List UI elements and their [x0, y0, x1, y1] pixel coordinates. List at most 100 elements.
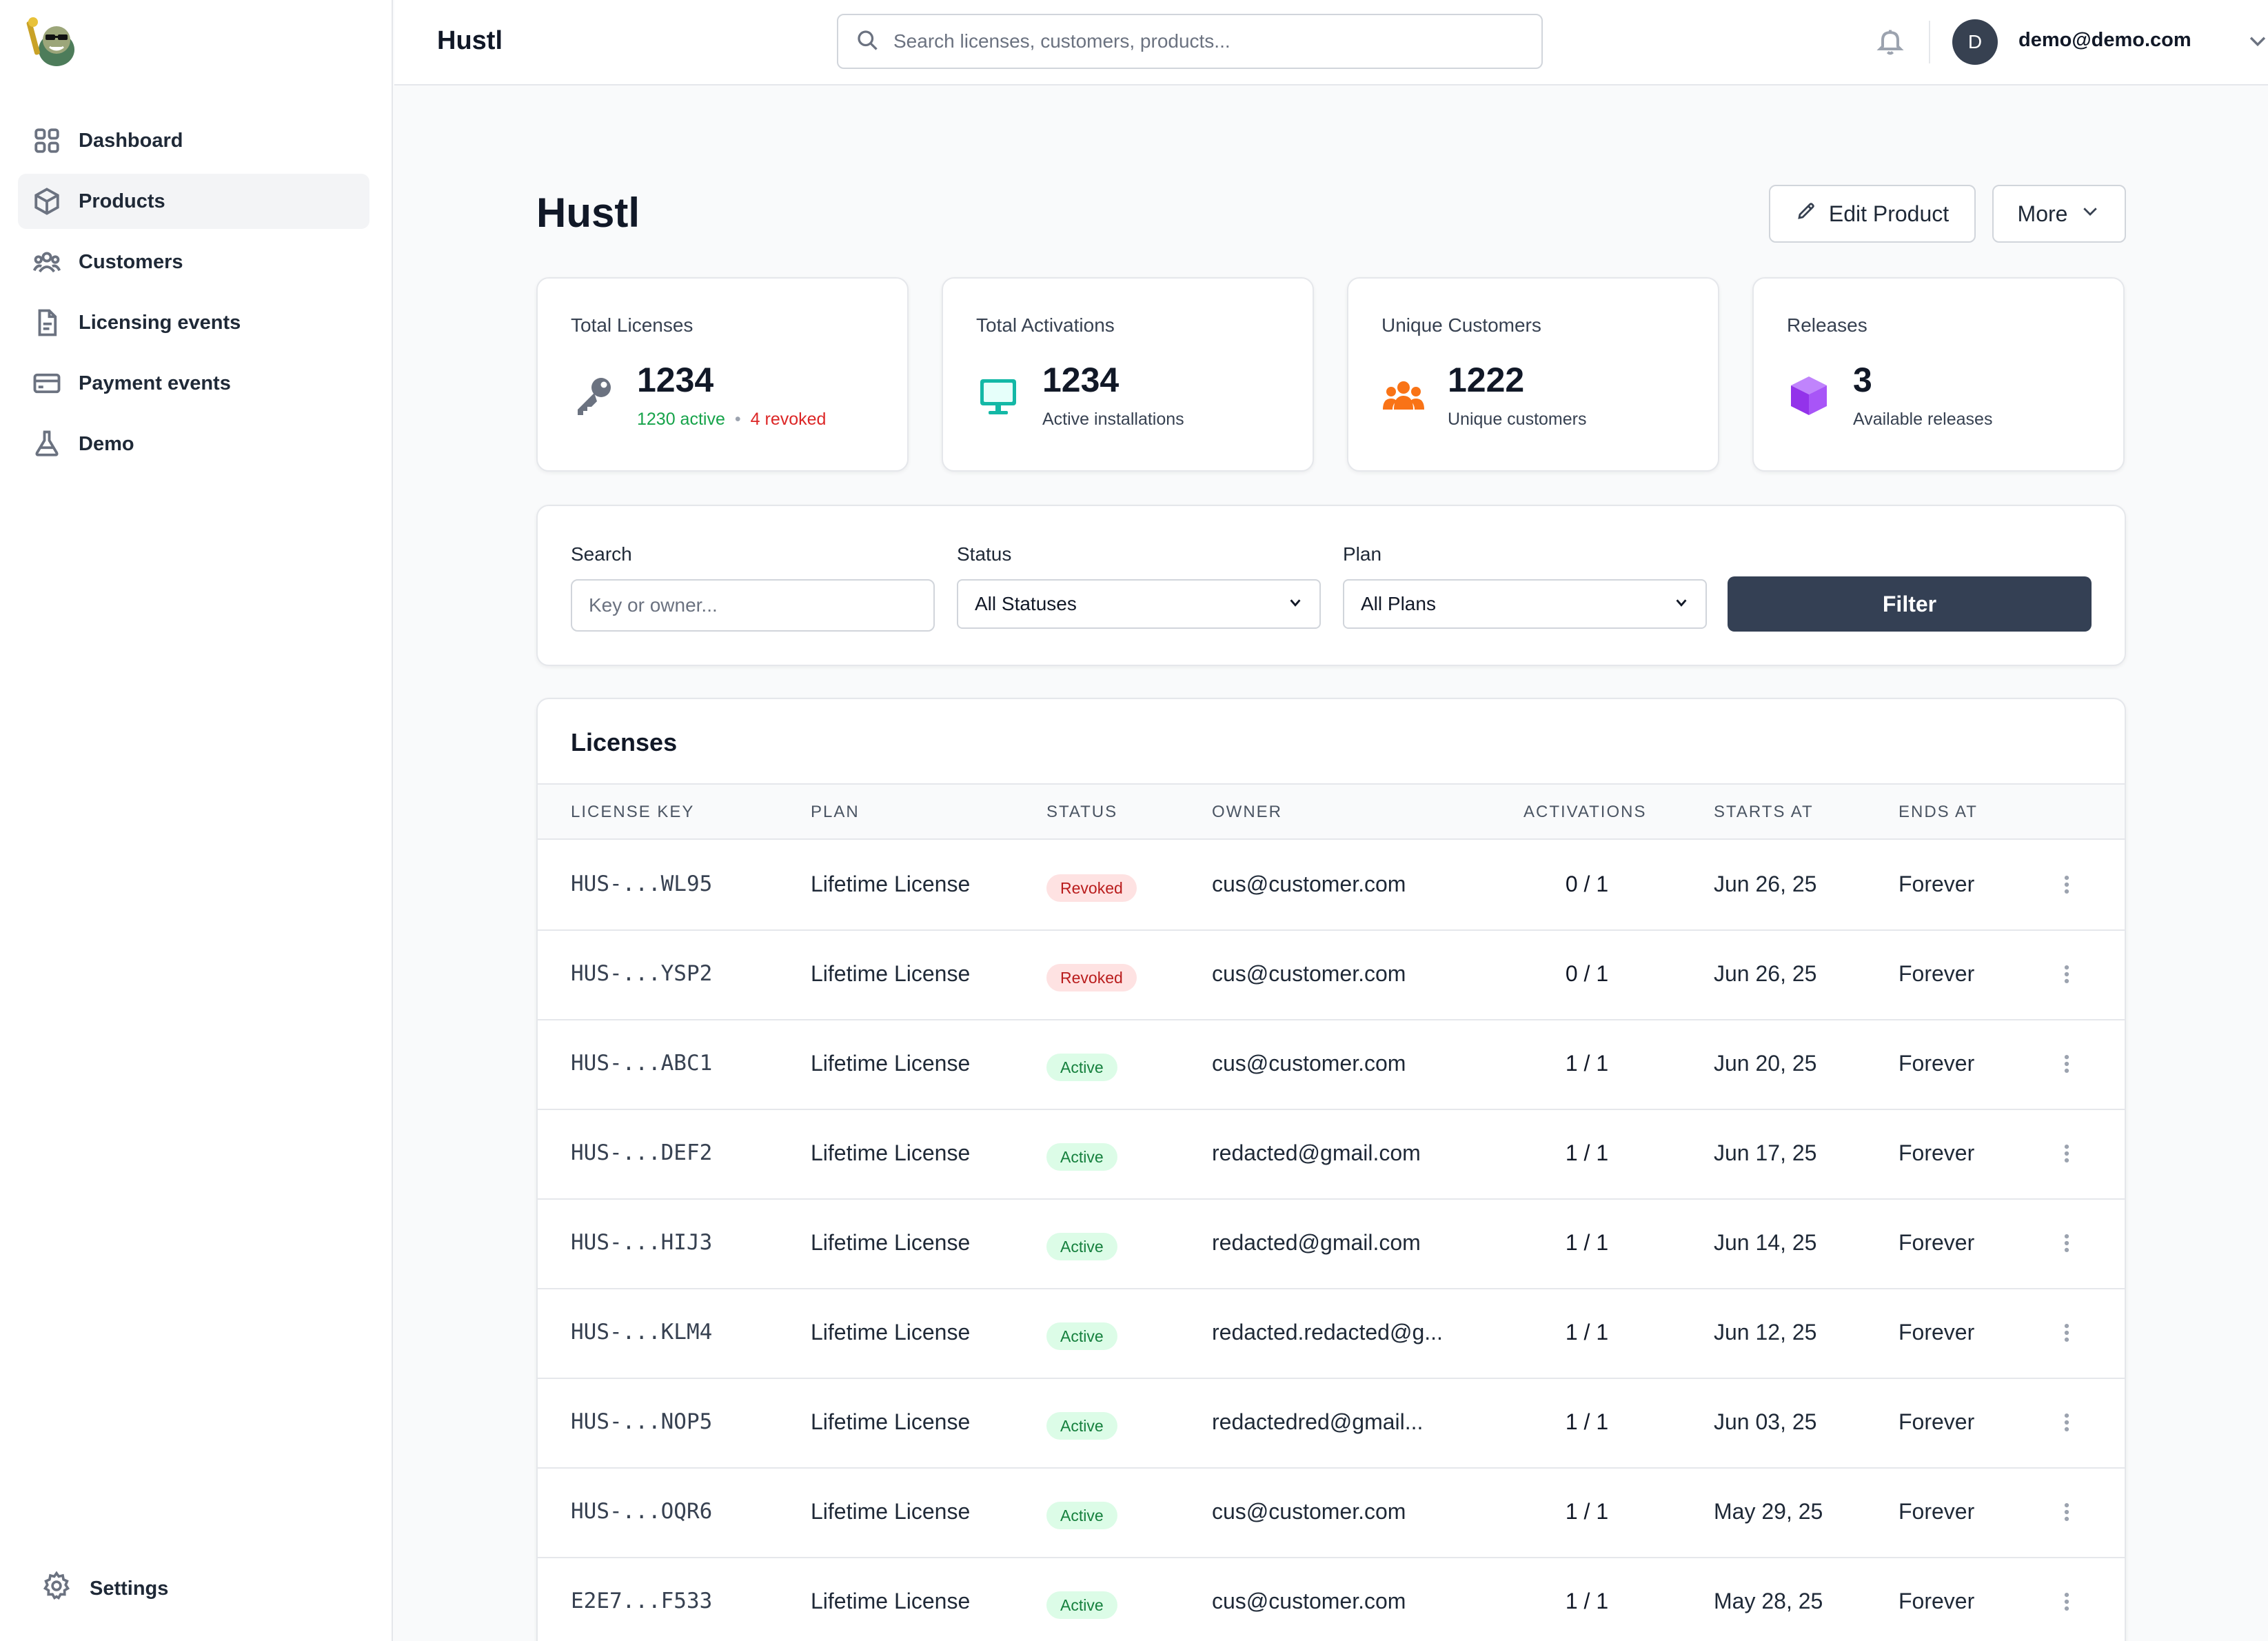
box-icon — [1787, 374, 1831, 418]
revoked-count: 4 revoked — [750, 410, 827, 429]
owner-email[interactable]: cus@customer.com — [1212, 1051, 1406, 1076]
activations-count: 1 / 1 — [1565, 1140, 1609, 1165]
starts-at: Jun 03, 25 — [1714, 1409, 1817, 1434]
credit-card-icon — [32, 368, 62, 399]
row-actions-icon[interactable] — [2060, 873, 2076, 898]
owner-email[interactable]: cus@customer.com — [1212, 961, 1406, 986]
license-key[interactable]: HUS-...WL95 — [571, 872, 713, 896]
activations-count: 1 / 1 — [1565, 1051, 1609, 1076]
stat-label: Unique Customers — [1381, 314, 1541, 336]
row-actions-icon[interactable] — [2060, 1411, 2076, 1436]
chevron-down-icon[interactable] — [2246, 29, 2268, 54]
sidebar-item-settings[interactable]: Settings — [41, 1571, 168, 1607]
sidebar-item-products[interactable]: Products — [18, 174, 369, 229]
license-key[interactable]: E2E7...F533 — [571, 1589, 713, 1613]
logo-mascot[interactable] — [26, 17, 81, 69]
column-header-license-key[interactable]: LICENSE KEY — [571, 803, 695, 821]
plan-name: Lifetime License — [811, 1499, 971, 1524]
ends-at: Forever — [1899, 961, 1975, 986]
filter-button[interactable]: Filter — [1728, 576, 2092, 632]
sidebar-item-customers[interactable]: Customers — [18, 234, 369, 290]
license-key[interactable]: HUS-...ABC1 — [571, 1051, 713, 1076]
column-header-starts-at[interactable]: STARTS AT — [1714, 803, 1814, 821]
plan-name: Lifetime License — [811, 1589, 971, 1613]
table-row[interactable]: HUS-...KLM4 Lifetime License Active redacte… — [538, 1289, 2125, 1379]
plan-name: Lifetime License — [811, 1320, 971, 1345]
table-row[interactable]: HUS-...ABC1 Lifetime License Active cus@cus… — [538, 1020, 2125, 1110]
user-email[interactable]: demo@demo.com — [2018, 29, 2191, 51]
plan-name: Lifetime License — [811, 1140, 971, 1165]
status-badge: Active — [1046, 1412, 1117, 1440]
row-actions-icon[interactable] — [2060, 1321, 2076, 1346]
stat-label: Total Activations — [976, 314, 1115, 336]
status-label: Status — [957, 543, 1012, 565]
owner-email[interactable]: redacted@gmail.com — [1212, 1140, 1421, 1165]
plan-name: Lifetime License — [811, 1409, 971, 1434]
plan-select-value: All Plans — [1361, 593, 1436, 614]
row-actions-icon[interactable] — [2060, 1052, 2076, 1077]
plan-name: Lifetime License — [811, 1230, 971, 1255]
more-label: More — [2017, 201, 2068, 226]
sidebar-item-demo[interactable]: Demo — [18, 416, 369, 472]
owner-email[interactable]: redacted@gmail.com — [1212, 1230, 1421, 1255]
column-header-activations[interactable]: ACTIVATIONS — [1523, 803, 1647, 821]
licenses-table-card: Licenses LICENSE KEY PLAN STATUS OWNER A… — [536, 698, 2126, 1641]
filter-panel: Search Status All Statuses Plan All Plan… — [536, 505, 2126, 666]
starts-at: Jun 12, 25 — [1714, 1320, 1817, 1345]
license-key[interactable]: HUS-...KLM4 — [571, 1320, 713, 1345]
license-key[interactable]: HUS-...DEF2 — [571, 1140, 713, 1165]
sidebar-item-label: Products — [79, 190, 165, 212]
more-button[interactable]: More — [1992, 185, 2126, 243]
edit-product-button[interactable]: Edit Product — [1769, 185, 1976, 243]
owner-email[interactable]: redactedred@gmail... — [1212, 1409, 1424, 1434]
column-header-ends-at[interactable]: ENDS AT — [1899, 803, 1978, 821]
row-actions-icon[interactable] — [2060, 1500, 2076, 1525]
license-key[interactable]: HUS-...YSP2 — [571, 961, 713, 986]
table-row[interactable]: HUS-...NOP5 Lifetime License Active redacte… — [538, 1379, 2125, 1469]
chevron-down-icon — [1674, 593, 1689, 615]
ends-at: Forever — [1899, 1409, 1975, 1434]
row-actions-icon[interactable] — [2060, 1590, 2076, 1615]
avatar[interactable]: D — [1952, 19, 1998, 65]
sidebar-item-dashboard[interactable]: Dashboard — [18, 113, 369, 168]
table-row[interactable]: HUS-...HIJ3 Lifetime License Active redacte… — [538, 1200, 2125, 1289]
row-actions-icon[interactable] — [2060, 1231, 2076, 1256]
search-input[interactable] — [571, 579, 935, 632]
table-row[interactable]: HUS-...OQR6 Lifetime License Active cus@cus… — [538, 1469, 2125, 1558]
owner-email[interactable]: cus@customer.com — [1212, 1499, 1406, 1524]
plan-select[interactable]: All Plans — [1343, 579, 1707, 629]
global-search-input[interactable] — [893, 30, 1514, 52]
row-actions-icon[interactable] — [2060, 963, 2076, 987]
starts-at: May 29, 25 — [1714, 1499, 1823, 1524]
sidebar-item-payment-events[interactable]: Payment events — [18, 356, 369, 411]
owner-email[interactable]: redacted.redacted@g... — [1212, 1320, 1443, 1345]
license-key[interactable]: HUS-...OQR6 — [571, 1499, 713, 1524]
starts-at: Jun 26, 25 — [1714, 961, 1817, 986]
plan-name: Lifetime License — [811, 872, 971, 896]
edit-product-label: Edit Product — [1828, 201, 1950, 226]
column-header-owner[interactable]: OWNER — [1212, 803, 1282, 821]
bell-icon[interactable] — [1875, 26, 1908, 59]
global-search[interactable] — [837, 14, 1543, 69]
status-badge: Active — [1046, 1502, 1117, 1529]
monitor-icon — [976, 374, 1020, 418]
sidebar-item-label: Demo — [79, 432, 134, 455]
column-header-plan[interactable]: PLAN — [811, 803, 860, 821]
table-row[interactable]: HUS-...YSP2 Lifetime License Revoked cus@cu… — [538, 931, 2125, 1020]
table-row[interactable]: E2E7...F533 Lifetime License Active cus@cus… — [538, 1558, 2125, 1641]
status-select[interactable]: All Statuses — [957, 579, 1321, 629]
owner-email[interactable]: cus@customer.com — [1212, 1589, 1406, 1613]
owner-email[interactable]: cus@customer.com — [1212, 872, 1406, 896]
row-actions-icon[interactable] — [2060, 1142, 2076, 1167]
separator-dot: • — [734, 410, 741, 429]
table-row[interactable]: HUS-...WL95 Lifetime License Revoked cus@cu… — [538, 841, 2125, 931]
column-header-status[interactable]: STATUS — [1046, 803, 1118, 821]
license-key[interactable]: HUS-...HIJ3 — [571, 1230, 713, 1255]
activations-count: 1 / 1 — [1565, 1499, 1609, 1524]
stat-card-total-activations: Total Activations 1234 Active installati… — [942, 277, 1314, 472]
license-key[interactable]: HUS-...NOP5 — [571, 1409, 713, 1434]
table-row[interactable]: HUS-...DEF2 Lifetime License Active redacte… — [538, 1110, 2125, 1200]
sidebar-item-label: Customers — [79, 250, 183, 273]
cube-icon — [32, 186, 62, 217]
sidebar-item-licensing-events[interactable]: Licensing events — [18, 295, 369, 350]
